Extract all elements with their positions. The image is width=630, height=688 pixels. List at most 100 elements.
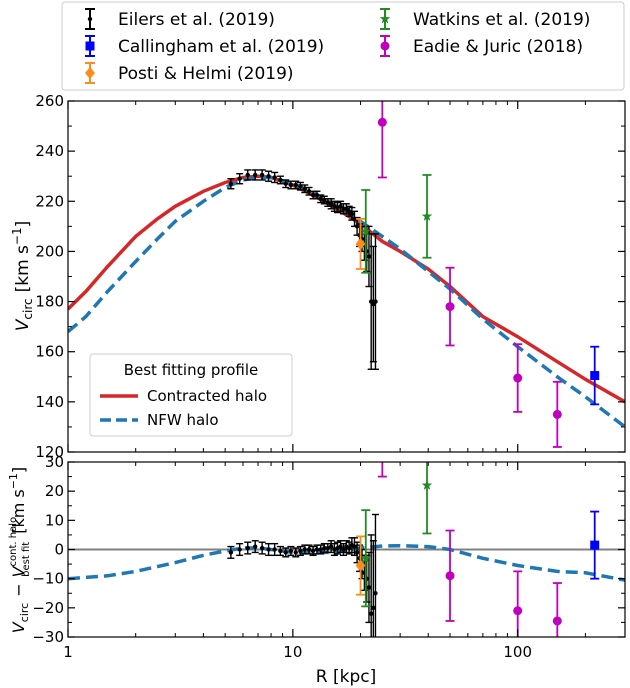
main-eadie-juric-2018-point bbox=[377, 117, 387, 127]
residual-ytick-label: 0 bbox=[54, 541, 64, 559]
main-eilers-et-al-2019-point bbox=[349, 211, 355, 217]
legend-label-contracted-halo: Contracted halo bbox=[147, 387, 267, 405]
main-panel: 120 140 160 180 200 220 240 260 Vcirc[km s−1] B… bbox=[10, 92, 626, 461]
residual-ytick-label: −10 bbox=[32, 570, 64, 588]
residual-eilers-et-al-2019-point bbox=[293, 550, 298, 555]
top-legend-eilers-et-al-2019-label: Eilers et al. (2019) bbox=[118, 10, 275, 30]
residual-eilers-et-al-2019-point bbox=[245, 545, 250, 551]
residual-eilers-et-al-2019-point bbox=[373, 591, 378, 596]
residual-ytick-label: −20 bbox=[32, 599, 64, 617]
top-legend-watkins-et-al-2019-label: Watkins et al. (2019) bbox=[413, 10, 590, 30]
residual-xtick-label: 10 bbox=[283, 643, 302, 661]
main-ytick-label: 260 bbox=[35, 92, 64, 110]
top-legend-eadie-juric-2018-marker bbox=[380, 41, 390, 51]
residual-ylabel: Vcirc−Vcont. halo best fit[km s−1] bbox=[7, 467, 32, 633]
main-eilers-et-al-2019-point bbox=[314, 192, 320, 198]
main-posti-helmi-2019-point bbox=[355, 237, 366, 250]
residual-eilers-et-al-2019-point bbox=[298, 548, 303, 554]
top-legend: Eilers et al. (2019) Callingham et al. (2… bbox=[61, 1, 625, 91]
residual-eadie-juric-2018-point bbox=[552, 616, 562, 626]
residual-xtick-label: 1 bbox=[63, 643, 73, 661]
residual-eadie-juric-2018-point bbox=[378, 408, 387, 417]
main-ylabel: Vcirc[km s−1] bbox=[10, 221, 35, 332]
main-eilers-et-al-2019-point bbox=[310, 192, 316, 198]
main-ytick-label: 220 bbox=[35, 192, 64, 210]
residual-eilers-et-al-2019-point bbox=[325, 545, 330, 551]
residual-eilers-et-al-2019-point bbox=[288, 548, 294, 554]
main-ytick-label: 240 bbox=[35, 142, 64, 160]
residual-posti-helmi-2019-point bbox=[355, 559, 366, 572]
profile-legend: Best fitting profile Contracted halo NFW… bbox=[89, 353, 293, 437]
legend-label-nfw-halo: NFW halo bbox=[147, 411, 219, 429]
top-legend-callingham-et-al-2019-marker bbox=[85, 41, 95, 51]
top-legend-callingham-et-al-2019-label: Callingham et al. (2019) bbox=[118, 37, 324, 57]
main-eilers-et-al-2019-point bbox=[373, 299, 378, 304]
main-eilers-et-al-2019-point bbox=[293, 182, 298, 188]
residual-eilers-et-al-2019-point bbox=[259, 545, 265, 551]
main-eilers-et-al-2019-point bbox=[318, 196, 323, 201]
main-eilers-et-al-2019-point bbox=[328, 201, 334, 206]
main-ytick-label: 200 bbox=[35, 242, 64, 260]
residual-eilers-et-al-2019-point bbox=[278, 548, 283, 554]
main-eilers-et-al-2019-point bbox=[283, 181, 288, 186]
main-eilers-et-al-2019-point bbox=[272, 175, 277, 180]
residual-eilers-et-al-2019-point bbox=[338, 544, 343, 549]
top-legend-frame bbox=[61, 1, 625, 91]
main-eadie-juric-2018-point bbox=[445, 302, 455, 312]
x-axis-label: R [kpc] bbox=[316, 667, 376, 687]
residual-ytick-label: 10 bbox=[45, 511, 64, 529]
residual-ytick-label: 20 bbox=[45, 482, 64, 500]
top-legend-eadie-juric-2018-label: Eadie & Juric (2018) bbox=[413, 37, 583, 57]
residual-eilers-et-al-2019-point bbox=[341, 547, 346, 552]
residual-watkins-et-al-2019-point bbox=[421, 479, 433, 490]
main-eilers-et-al-2019-point bbox=[278, 177, 283, 183]
residual-panel: −30 −20 −10 0 10 20 30 1 10 100 Vcirc−Vcont. halo… bbox=[7, 408, 626, 687]
main-eilers-et-al-2019-point bbox=[237, 176, 242, 181]
residual-eilers-et-al-2019-point bbox=[272, 547, 277, 552]
residual-eilers-et-al-2019-point bbox=[228, 550, 234, 555]
residual-watkins-et-al-2019-point bbox=[360, 552, 371, 563]
residual-eilers-et-al-2019-point bbox=[322, 545, 327, 551]
residual-ytick-label: −30 bbox=[32, 628, 64, 646]
main-eilers-et-al-2019-point bbox=[288, 182, 294, 188]
main-ytick-label: 160 bbox=[35, 343, 64, 361]
residual-eilers-et-al-2019-point bbox=[352, 544, 357, 549]
residual-xtick-label: 100 bbox=[503, 643, 532, 661]
main-callingham-et-al-2019-point bbox=[590, 371, 600, 381]
residual-eilers-et-al-2019-point bbox=[302, 547, 307, 552]
residual-eilers-et-al-2019-point bbox=[371, 605, 376, 611]
main-eilers-et-al-2019-point bbox=[228, 181, 234, 186]
main-eilers-et-al-2019-point bbox=[366, 254, 372, 259]
residual-ticks: −30 −20 −10 0 10 20 30 1 10 100 bbox=[32, 453, 625, 661]
main-ticks: 120 140 160 180 200 220 240 260 bbox=[35, 92, 625, 461]
residual-eilers-et-al-2019-point bbox=[252, 544, 258, 549]
residual-eilers-et-al-2019-point bbox=[283, 550, 288, 555]
top-legend-entries: Eilers et al. (2019) Callingham et al. (2… bbox=[85, 8, 590, 84]
profile-legend-frame bbox=[89, 353, 293, 437]
residual-eilers-et-al-2019-point bbox=[318, 547, 323, 552]
residual-eilers-et-al-2019-point bbox=[306, 547, 312, 552]
main-eilers-et-al-2019-point bbox=[354, 224, 360, 229]
main-ytick-label: 120 bbox=[35, 443, 64, 461]
residual-eilers-et-al-2019-point bbox=[266, 547, 271, 552]
residual-eilers-et-al-2019-point bbox=[366, 585, 372, 590]
residual-callingham-et-al-2019-point bbox=[590, 540, 600, 550]
residual-eilers-et-al-2019-point bbox=[237, 547, 242, 552]
main-ytick-label: 180 bbox=[35, 293, 64, 311]
main-eilers-et-al-2019-point bbox=[252, 172, 258, 178]
residual-eilers-et-al-2019-point bbox=[368, 611, 374, 616]
main-plot-area bbox=[68, 101, 625, 448]
profile-legend-title: Best fitting profile bbox=[124, 361, 259, 379]
residual-ytick-label: 30 bbox=[45, 453, 64, 471]
main-eadie-juric-2018-point bbox=[513, 373, 523, 383]
main-eilers-et-al-2019-point bbox=[338, 204, 343, 209]
residual-plot-area bbox=[68, 408, 625, 637]
residual-eilers-et-al-2019-point bbox=[328, 544, 334, 549]
main-eilers-et-al-2019-point bbox=[259, 172, 265, 178]
main-watkins-et-al-2019-point bbox=[421, 210, 433, 221]
main-ytick-label: 140 bbox=[35, 393, 64, 411]
residual-eadie-juric-2018-point bbox=[445, 571, 455, 581]
residual-eadie-juric-2018-point bbox=[513, 606, 523, 616]
top-legend-posti-helmi-2019-marker bbox=[85, 67, 95, 79]
